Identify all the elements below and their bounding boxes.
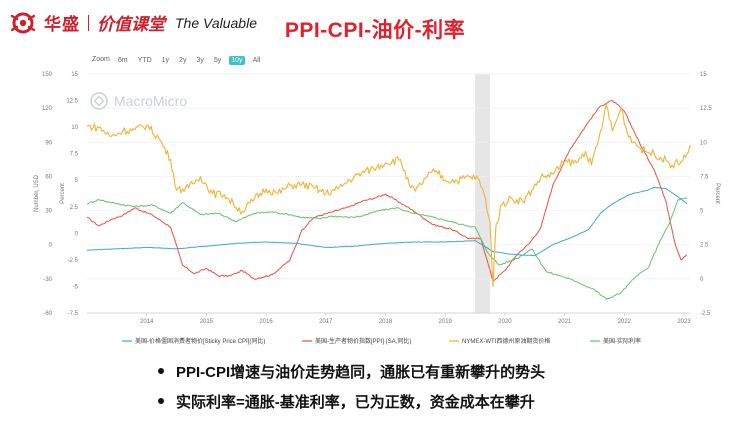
brand-slogan: The Valuable — [175, 14, 257, 31]
zoom-1y-button[interactable]: 1y — [161, 57, 170, 64]
left-axis-1-title: Number, USD — [34, 174, 40, 212]
watermark: MacroMicro — [90, 92, 187, 110]
huasheng-logo-icon — [10, 12, 36, 33]
bullet-item: 实际利率=通胀-基准利率，已为正数，资金成本在攀升 — [158, 386, 718, 416]
zoom-ytd-button[interactable]: YTD — [137, 57, 152, 64]
x-tick-label: 2014 — [140, 319, 154, 325]
right-axis-tick-label: 15 — [700, 72, 707, 78]
left-axis-1-tick-label: 30 — [45, 209, 52, 215]
left-axis-2-title: Percent — [60, 183, 66, 204]
x-tick-label: 2021 — [558, 319, 572, 325]
shaded-period — [475, 74, 490, 313]
x-tick-label: 2018 — [379, 319, 393, 325]
series-line-wti — [86, 104, 692, 288]
series-line-ppi — [86, 100, 688, 282]
right-axis-title: Percent — [714, 183, 720, 204]
bullet-list: PPI-CPI增速与油价走势趋同，通胀已有重新攀升的势头 实际利率=通胀-基准利… — [158, 356, 718, 416]
left-axis-1-tick-label: -30 — [43, 277, 52, 283]
bullet-text: PPI-CPI增速与油价走势趋同，通胀已有重新攀升的势头 — [176, 363, 546, 381]
left-axis-2-tick-label: 2.5 — [70, 205, 79, 211]
left-axis-2-tick-label: -7.5 — [68, 311, 79, 317]
right-axis-tick-label: 10 — [700, 140, 707, 146]
left-axis-2-tick-label: -5 — [73, 284, 79, 290]
right-axis-tick-label: 0 — [700, 277, 704, 283]
legend-label-wti: NYMEX-WTI西德州原油期货价格 — [462, 337, 550, 345]
x-tick-label: 2023 — [677, 319, 691, 325]
zoom-bar: Zoom 6m YTD 1y 2y 3y 5y 10y All — [92, 56, 268, 65]
legend-label-ppi: 美国-生产者物价指数[PPI] (SA,同比) — [315, 337, 411, 345]
bullet-item: PPI-CPI增速与油价走势趋同，通胀已有重新攀升的势头 — [158, 356, 718, 386]
line-chart: 1501209060300-30-601512.5107.552.50-2.5-… — [34, 72, 720, 345]
zoom-5y-button[interactable]: 5y — [213, 57, 222, 64]
left-axis-2-tick-label: 12.5 — [66, 99, 78, 105]
left-axis-1-tick-label: 0 — [49, 243, 53, 249]
x-tick-label: 2017 — [319, 319, 333, 325]
right-axis-tick-label: 2.5 — [700, 243, 709, 249]
right-axis-tick-label: 5 — [700, 209, 704, 215]
brand: 华盛 价值课堂 The Valuable — [8, 10, 257, 35]
macromicro-logo-icon — [90, 92, 108, 110]
left-axis-2-tick-label: 5 — [75, 178, 79, 184]
zoom-label: Zoom — [92, 56, 110, 63]
zoom-3y-button[interactable]: 3y — [196, 57, 204, 64]
series-line-cpi — [87, 186, 688, 257]
left-axis-2-tick-label: 0 — [75, 231, 79, 237]
zoom-2y-button[interactable]: 2y — [179, 57, 187, 64]
x-tick-label: 2016 — [259, 319, 273, 325]
brand-course: 价值课堂 — [97, 15, 165, 34]
right-axis-tick-label: 7.5 — [700, 174, 709, 180]
left-axis-1-tick-label: 150 — [42, 72, 53, 78]
left-axis-1-tick-label: 90 — [45, 140, 52, 146]
left-axis-2-tick-label: 15 — [71, 72, 78, 78]
right-axis-tick-label: 12.5 — [700, 106, 712, 112]
left-axis-1-tick-label: 60 — [45, 174, 52, 180]
left-axis-2-tick-label: 10 — [71, 125, 78, 131]
right-axis-tick-label: -2.5 — [700, 311, 711, 317]
series-line-real_rate — [86, 197, 688, 300]
header: 华盛 价值课堂 The Valuable PPI-CPI-油价-利率 — [0, 0, 750, 56]
left-axis-2-tick-label: 7.5 — [70, 152, 79, 158]
zoom-6m-button[interactable]: 6m — [117, 57, 128, 64]
legend-label-real_rate: 美国-实际利率 — [603, 337, 641, 345]
watermark-text: MacroMicro — [114, 93, 188, 109]
left-axis-1-tick-label: 120 — [42, 106, 53, 112]
left-axis-2-tick-label: -2.5 — [68, 258, 79, 264]
x-tick-label: 2015 — [200, 319, 214, 325]
legend-label-cpi: 美国-价格僵固消费者物价[Sticky Price CPI](同比) — [135, 337, 265, 345]
x-tick-label: 2020 — [498, 319, 512, 325]
x-tick-label: 2019 — [439, 319, 453, 325]
zoom-10y-button[interactable]: 10y — [229, 56, 245, 65]
brand-divider — [88, 14, 89, 31]
left-axis-1-tick-label: -60 — [43, 311, 52, 317]
bullet-dot — [158, 398, 164, 404]
bullet-text: 实际利率=通胀-基准利率，已为正数，资金成本在攀升 — [176, 393, 535, 411]
brand-name: 华盛 — [44, 15, 80, 34]
x-tick-label: 2022 — [618, 319, 632, 325]
chart-area: 150 120 90 60 30 0 -30 -60 15 12.5 10 7.5 5 2.5 0 -2.5-… — [0, 50, 750, 355]
zoom-all-button[interactable]: All — [252, 57, 261, 64]
page-title: PPI-CPI-油价-利率 — [284, 19, 466, 42]
bullet-dot — [158, 368, 164, 374]
